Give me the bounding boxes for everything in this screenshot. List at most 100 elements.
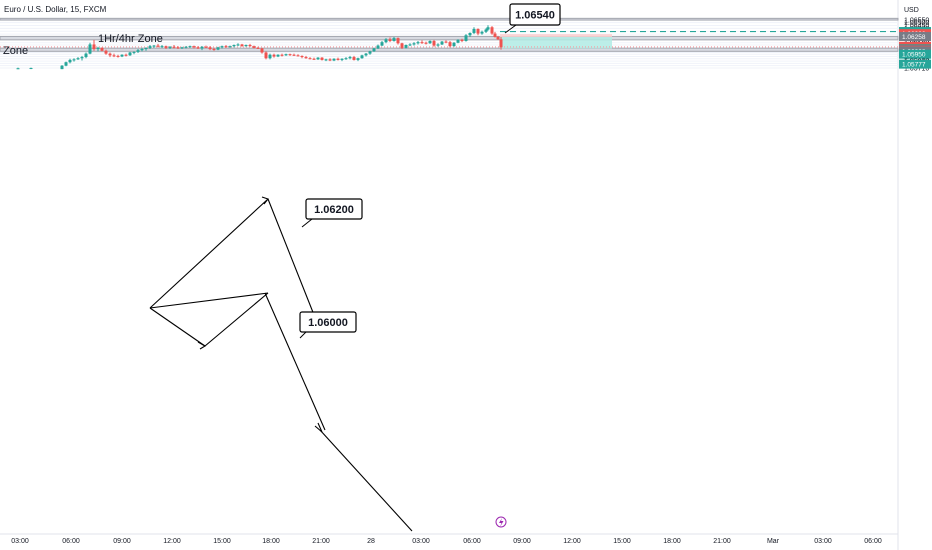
candle-body bbox=[144, 47, 148, 50]
candle-body bbox=[392, 38, 396, 42]
callout-pointer bbox=[504, 24, 517, 34]
candle-body bbox=[188, 46, 192, 48]
candle-body bbox=[184, 46, 188, 48]
zone-box bbox=[0, 47, 899, 52]
trend-line bbox=[149, 292, 269, 309]
candle-body bbox=[304, 57, 308, 59]
x-tick-label: Mar bbox=[767, 538, 780, 545]
candle-body bbox=[224, 46, 228, 48]
callout-text: 1.06200 bbox=[314, 204, 354, 216]
candle-body bbox=[484, 29, 488, 32]
candle-body bbox=[192, 46, 196, 48]
x-tick-label: 03:00 bbox=[814, 538, 832, 545]
plot-background bbox=[0, 0, 898, 534]
candle-body bbox=[264, 52, 268, 59]
candle-body bbox=[260, 48, 264, 53]
candle-body bbox=[200, 46, 204, 49]
price-badge-text: 1.06258 bbox=[902, 34, 926, 41]
arrowhead bbox=[314, 422, 323, 433]
candle-body bbox=[120, 54, 124, 57]
candle-body bbox=[420, 42, 424, 44]
candle-body bbox=[296, 55, 300, 57]
candle-body bbox=[300, 55, 304, 58]
candle-body bbox=[252, 46, 256, 48]
candle-body bbox=[364, 53, 368, 56]
candle-body bbox=[496, 36, 500, 40]
candle-body bbox=[292, 54, 296, 56]
candle-body bbox=[128, 52, 132, 56]
candle-body bbox=[328, 59, 332, 61]
candle-body bbox=[64, 62, 68, 66]
symbol-title[interactable]: Euro / U.S. Dollar, 15, FXCM bbox=[4, 5, 107, 14]
lightning-icon-bolt bbox=[499, 518, 504, 527]
candle-body bbox=[499, 39, 503, 48]
candle-body bbox=[312, 58, 316, 60]
candle-body bbox=[340, 58, 344, 60]
y-tick-label: 1.05710 bbox=[904, 65, 929, 72]
candle-body bbox=[16, 68, 20, 70]
x-tick-label: 03:00 bbox=[412, 538, 430, 545]
candle-body bbox=[268, 54, 272, 59]
price-badge bbox=[899, 49, 931, 59]
callout-box bbox=[509, 3, 561, 26]
take-profit-area bbox=[500, 36, 612, 49]
candle-body bbox=[212, 49, 216, 51]
candle-body bbox=[460, 39, 464, 42]
candle-body bbox=[432, 41, 436, 46]
candle-body bbox=[168, 46, 172, 48]
candle-body bbox=[476, 28, 480, 34]
candle-body bbox=[156, 45, 160, 47]
candle-body bbox=[148, 46, 152, 48]
callout-pointer bbox=[301, 218, 313, 228]
zone-box bbox=[0, 35, 899, 41]
candle-body bbox=[320, 57, 324, 60]
candle-body bbox=[336, 58, 340, 60]
candle-body bbox=[164, 46, 168, 48]
arrowhead bbox=[197, 341, 207, 350]
price-badge bbox=[899, 32, 931, 42]
x-tick-label: 18:00 bbox=[663, 538, 681, 545]
candle-body bbox=[204, 46, 208, 48]
candle-body bbox=[416, 42, 420, 44]
candle-body bbox=[104, 50, 108, 54]
lightning-icon bbox=[495, 516, 507, 528]
candle-body bbox=[486, 27, 490, 30]
x-tick-label: 21:00 bbox=[312, 538, 330, 545]
candle-body bbox=[60, 65, 64, 70]
candle-body bbox=[92, 44, 96, 50]
candle-body bbox=[316, 57, 320, 60]
candle-body bbox=[448, 42, 452, 47]
callout-box bbox=[305, 198, 363, 220]
zone-label: 1Hr/4hr Zone bbox=[98, 33, 163, 45]
callout-box bbox=[299, 311, 357, 333]
candle-body bbox=[396, 38, 400, 44]
candle-body bbox=[196, 47, 200, 49]
candle-body bbox=[160, 46, 164, 48]
candle-body bbox=[288, 54, 292, 56]
candle-body bbox=[180, 47, 184, 49]
candle-body bbox=[408, 44, 412, 46]
candle-body bbox=[490, 27, 494, 34]
candle-body bbox=[404, 45, 408, 48]
arrowhead bbox=[261, 196, 269, 205]
x-tick-label: 09:00 bbox=[113, 538, 131, 545]
y-tick-label: 1.06450 bbox=[904, 23, 929, 30]
candle-body bbox=[440, 41, 444, 45]
candle-body bbox=[452, 42, 456, 47]
candle-body bbox=[276, 54, 280, 57]
candle-body bbox=[232, 45, 236, 47]
candle-body bbox=[124, 54, 128, 56]
candle-body bbox=[332, 58, 336, 61]
candle-body bbox=[72, 59, 76, 61]
x-tick-label: 03:00 bbox=[11, 538, 29, 545]
candle-body bbox=[112, 55, 116, 57]
candle-body bbox=[348, 57, 352, 59]
callout-text: 1.06000 bbox=[308, 317, 348, 329]
price-badge bbox=[899, 59, 931, 69]
x-tick-label: 15:00 bbox=[213, 538, 231, 545]
x-tick-label: 28 bbox=[367, 538, 375, 545]
candle-body bbox=[116, 55, 120, 57]
price-badge-text: 1.05777 bbox=[902, 62, 926, 69]
candle-body bbox=[84, 53, 88, 58]
